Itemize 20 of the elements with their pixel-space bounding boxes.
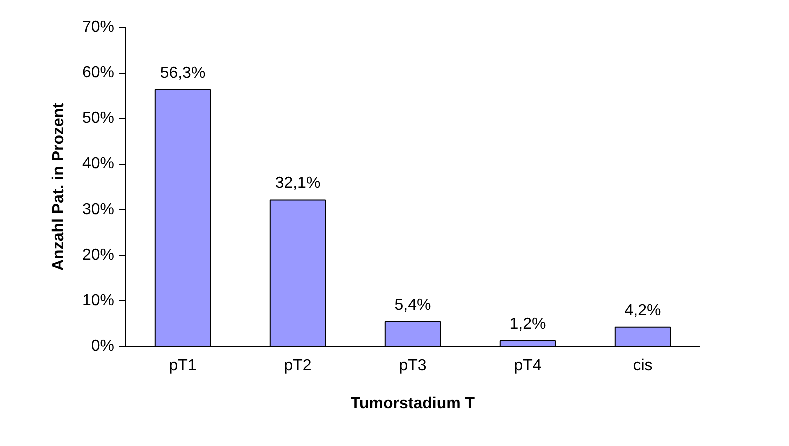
data-label: 4,2% <box>624 302 662 320</box>
y-tick-label: 20% <box>82 246 115 264</box>
x-axis-title: Tumorstadium T <box>350 396 476 412</box>
x-tick-label: pT4 <box>514 358 542 374</box>
x-tick-label: pT3 <box>399 358 427 374</box>
y-tick-label: 60% <box>82 64 115 82</box>
y-tick-label: 30% <box>82 201 115 218</box>
data-label: 1,2% <box>510 316 546 334</box>
x-tick-label: cis <box>633 358 653 374</box>
data-label: 32,1% <box>275 175 321 192</box>
y-tick-label: 50% <box>82 110 115 128</box>
y-tick-label: 0% <box>91 338 114 355</box>
data-label: 56,3% <box>160 64 206 82</box>
y-axis-title: Anzahl Pat. in Prozent <box>50 102 68 272</box>
y-tick-label: 40% <box>82 156 115 173</box>
data-label: 5,4% <box>394 296 432 314</box>
x-tick-label: pT2 <box>284 358 312 374</box>
x-tick-label: pT1 <box>169 358 197 374</box>
y-tick-label: 10% <box>82 292 115 310</box>
y-tick-label: 70% <box>82 19 115 36</box>
